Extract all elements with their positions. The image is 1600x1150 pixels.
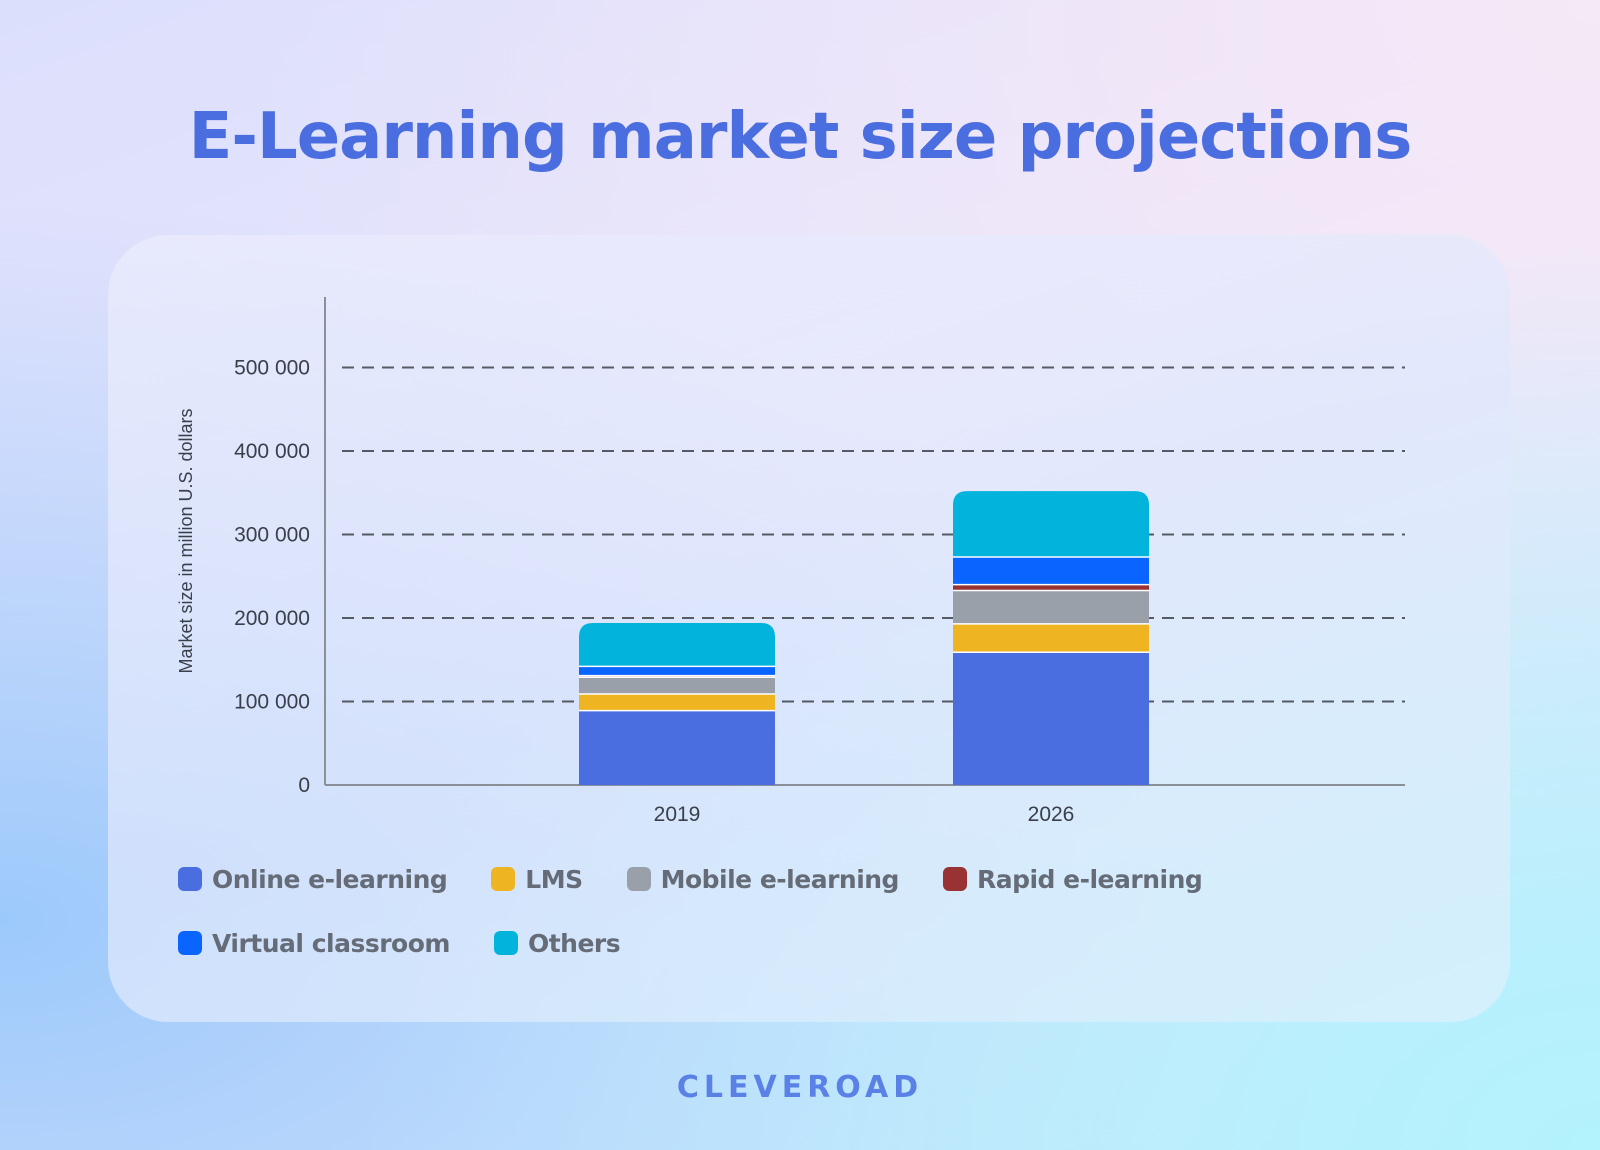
bar-segment	[579, 693, 775, 711]
legend-item: Others	[493, 926, 621, 960]
grid-lines	[342, 366, 1405, 703]
legend-swatch	[942, 867, 967, 891]
legend-label: LMS	[525, 864, 583, 894]
bar-segment	[953, 584, 1149, 591]
y-tick-label: 400 000	[234, 440, 310, 463]
chart-card	[108, 235, 1510, 1022]
y-axis-label: Market size in million U.S. dollars	[176, 408, 196, 673]
bar-segment	[579, 675, 775, 678]
legend-label: Online e-learning	[212, 864, 448, 894]
legend-label: Others	[527, 928, 621, 958]
y-tick-label: 500 000	[234, 357, 310, 380]
legend-item: Online e-learning	[178, 862, 448, 896]
axes	[324, 297, 1405, 786]
legend-item: Mobile e-learning	[626, 862, 900, 896]
x-tick-label: 2019	[654, 803, 701, 826]
legend-item: Virtual classroom	[178, 926, 450, 960]
chart-legend: Online e-learning LMS Mobile e-learning Rap…	[178, 862, 1478, 960]
legend-label: Mobile e-learning	[660, 864, 900, 894]
bar-segment	[579, 677, 775, 694]
bar-segment	[953, 557, 1149, 585]
bar-segment	[953, 590, 1149, 624]
legend-swatch	[178, 867, 202, 891]
bar-segment	[579, 710, 775, 785]
x-tick-label: 2026	[1028, 803, 1075, 826]
legend-swatch	[178, 931, 202, 955]
legend-swatch	[491, 867, 516, 891]
legend-label: Rapid e-learning	[976, 864, 1203, 894]
legend-swatch	[626, 867, 651, 891]
bar-segment	[579, 623, 775, 667]
x-tick-labels: 2019 2026	[654, 803, 1075, 826]
chart-title: E-Learning market size projections	[188, 100, 1413, 174]
bar-segment	[953, 623, 1149, 653]
legend-item: Rapid e-learning	[942, 862, 1203, 896]
bar-segment	[953, 491, 1149, 558]
y-tick-label: 0	[298, 774, 310, 797]
legend-item: LMS	[491, 862, 583, 896]
legend-label: Virtual classroom	[212, 928, 450, 958]
y-tick-label: 300 000	[234, 524, 310, 547]
legend-swatch	[493, 931, 518, 955]
y-tick-labels: 0 100 000 200 000 300 000 400 000 500 000	[234, 357, 310, 798]
brand-logo: CLEVEROAD	[676, 1070, 924, 1105]
bar-segment	[953, 652, 1149, 785]
y-tick-label: 200 000	[234, 607, 310, 630]
bar-segment	[579, 666, 775, 676]
bars	[579, 491, 1149, 785]
y-tick-label: 100 000	[234, 691, 310, 714]
